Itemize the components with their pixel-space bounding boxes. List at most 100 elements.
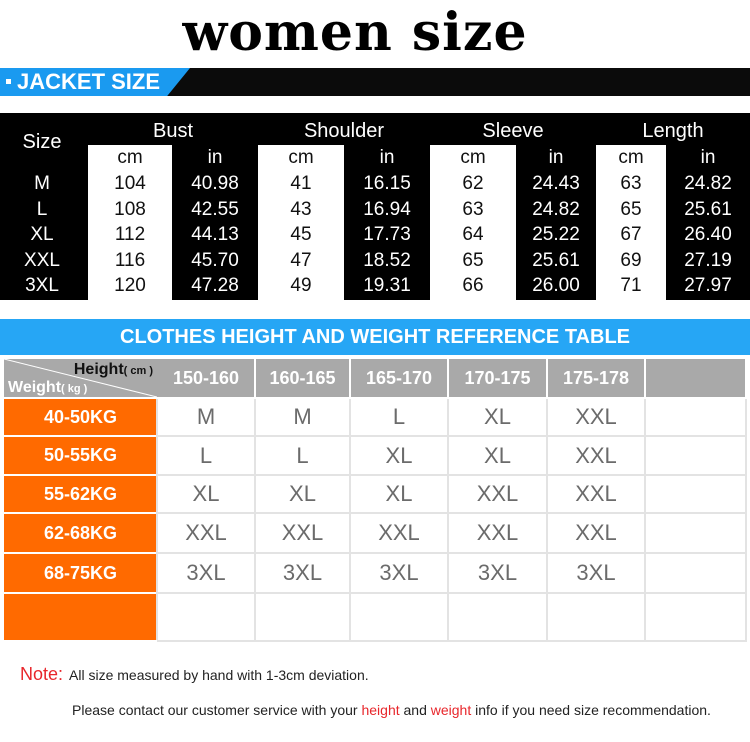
size-cell: M [196,404,216,429]
measurement-cell: 47.28 [191,275,239,297]
grid-horizontal [157,435,747,437]
cm-column-bg [88,145,172,300]
jacket-size-table: Size Bust Shoulder Sleeve Length cm in cm in cm in… [0,113,750,300]
grid-horizontal [157,512,747,514]
measurement-cell: 24.43 [532,173,580,194]
size-cell: L [392,404,406,429]
unit-header: cm [460,147,486,168]
grid-vertical [254,399,256,640]
measurement-cell: 42.55 [191,198,239,220]
group-header: Length [642,120,704,142]
note-text-2a: Please contact our customer service with… [72,702,358,718]
unit-header: in [379,147,395,168]
size-label: XL [30,224,54,246]
weight-cell: 62-68KG [4,514,157,552]
weight-cell: 55-62KG [4,476,157,512]
size-cell: 3XL [379,560,419,585]
measurement-cell: 47 [290,249,312,271]
size-cell: XL [484,404,511,429]
note-text-1: All size measured by hand with 1-3cm dev… [69,667,369,683]
corner-height-label: Height( cm ) [74,361,153,380]
height-header: 150-160 [172,368,240,388]
bullet-icon [6,78,11,84]
measurement-cell: 24.82 [684,173,732,194]
size-cell: XXL [575,443,617,468]
measurement-cell: 26.40 [684,224,732,246]
banner-label: JACKET SIZE [17,69,161,94]
cm-column-bg [258,145,344,300]
size-cell: 3XL [186,560,226,585]
measurement-cell: 41 [290,173,312,194]
size-header: Size [22,131,62,153]
unit-header: cm [288,147,314,168]
size-cell: XL [192,481,220,506]
size-cell: XL [289,481,316,506]
grid-vertical [447,399,449,640]
grid-vertical [644,399,646,640]
height-header: 170-175 [464,368,531,388]
weight-cell: 68-75KG [4,554,157,592]
weight-cell: 50-55KG [4,437,157,474]
size-cell: L [199,443,213,468]
measurement-cell: 44.13 [191,224,239,246]
measurement-cell: 45 [290,224,312,246]
size-cell: 3XL [282,560,323,585]
size-cell: XL [385,443,413,468]
measurement-cell: 16.15 [363,173,411,194]
measurement-cell: 66 [462,275,484,297]
measurement-cell: 67 [620,224,642,246]
measurement-cell: 26.00 [532,275,580,297]
header-divider [447,359,449,397]
measurement-cell: 24.82 [532,198,580,220]
header-divider [254,359,256,397]
weight-cell: 40-50KG [4,399,157,435]
measurement-cell: 62 [462,173,484,194]
unit-header: in [548,147,564,168]
measurement-cell: 16.94 [363,198,411,220]
size-label: L [36,198,48,220]
measurement-cell: 71 [620,275,642,297]
grid-vertical [156,399,158,640]
height-header: 160-165 [269,368,336,388]
measurement-cell: 27.19 [684,249,732,271]
measurement-cell: 64 [462,224,484,246]
group-header: Bust [152,120,194,142]
measurement-cell: 17.73 [363,224,411,246]
unit-header: in [207,147,223,168]
grid-vertical [349,399,351,640]
measurement-cell: 65 [620,198,642,220]
reference-table-title: CLOTHES HEIGHT AND WEIGHT REFERENCE TABL… [0,319,750,355]
measurement-cell: 116 [114,249,146,271]
size-cell: XXL [476,481,519,506]
measurement-cell: 27.97 [684,275,732,297]
measurement-cell: 112 [114,224,146,246]
measurement-cell: 45.70 [191,249,239,271]
grid-vertical [745,399,747,640]
note-text-2b: and [403,702,427,718]
measurement-cell: 19.31 [363,275,411,297]
measurement-cell: 63 [462,198,484,220]
unit-header: cm [117,147,143,168]
note-weight-word: weight [430,702,472,718]
note-text-2c: info if you need size recommendation. [475,702,711,718]
size-label: M [34,173,50,194]
height-header: 165-170 [365,368,433,388]
group-header: Sleeve [482,120,544,142]
size-cell: 3XL [576,560,616,585]
cm-column-bg [430,145,516,300]
size-cell: XXL [281,520,324,545]
page-title: women size [182,2,528,63]
size-cell: XXL [575,404,617,429]
group-header: Shoulder [303,120,385,142]
table-corner: Height( cm ) Weight( kg ) [4,359,157,397]
note-line-2: Please contact our customer service with… [72,702,711,718]
measurement-cell: 49 [290,275,312,297]
size-cell: 3XL [477,560,518,585]
size-cell: XXL [575,520,617,545]
height-text: Height [73,361,124,378]
measurement-cell: 65 [462,249,484,271]
unit-header: in [700,147,716,168]
size-label: 3XL [25,275,59,297]
cm-column-bg [596,145,666,300]
height-weight-reference-table: Height( cm ) Weight( kg ) 150-160 160-165 16… [0,355,750,645]
